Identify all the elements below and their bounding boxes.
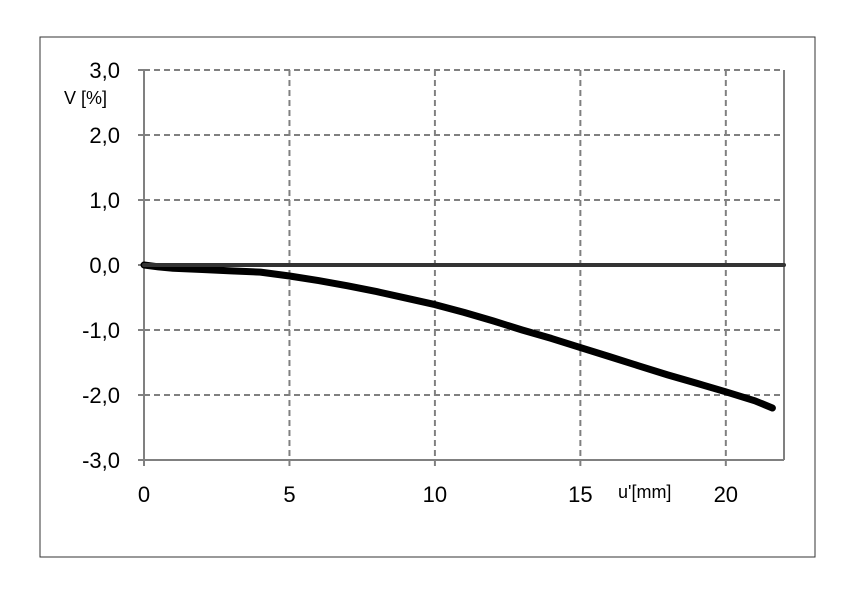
y-tick-label: 0,0: [89, 253, 120, 278]
tick-labels: 3,0 2,0 1,0 0,0 -1,0 -2,0 -3,0 0 5 10 15 20: [82, 58, 738, 507]
x-tick-label: 15: [568, 482, 592, 507]
y-tick-label: -2,0: [82, 383, 120, 408]
x-tick-label: 20: [714, 482, 738, 507]
x-tick-label: 5: [283, 482, 295, 507]
y-axis-label: V [%]: [64, 88, 107, 108]
x-tick-label: 0: [138, 482, 150, 507]
x-axis-label: u'[mm]: [618, 482, 671, 502]
chart-frame: [39, 36, 816, 558]
y-tick-label: 2,0: [89, 123, 120, 148]
y-tick-label: 3,0: [89, 58, 120, 83]
data-series-line: [140, 261, 776, 412]
y-tick-label: 1,0: [89, 188, 120, 213]
x-tick-label: 10: [423, 482, 447, 507]
y-tick-label: -1,0: [82, 318, 120, 343]
y-tick-label: -3,0: [82, 448, 120, 473]
series-layer: [140, 261, 786, 412]
